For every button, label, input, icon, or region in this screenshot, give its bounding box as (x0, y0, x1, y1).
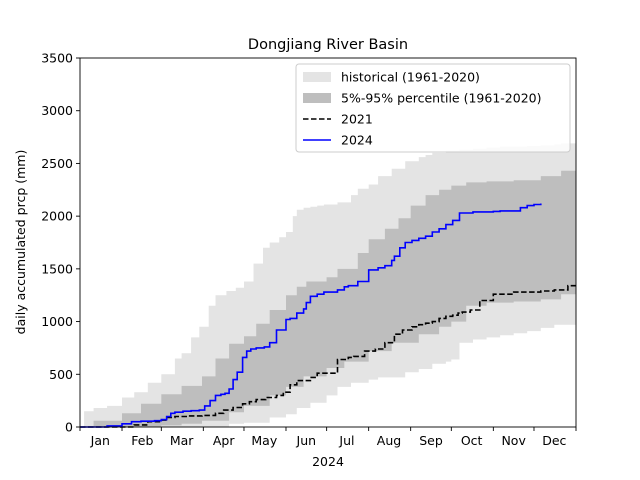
x-tick-label: Feb (131, 433, 153, 448)
series-line-2021 (80, 284, 576, 428)
chart-title: Dongjiang River Basin (248, 37, 408, 53)
legend-label: 2024 (341, 133, 373, 148)
y-tick-label: 500 (49, 367, 73, 382)
legend-label: historical (1961-2020) (341, 70, 480, 85)
percentile-5-95-band (80, 169, 576, 428)
legend-label: 2021 (341, 112, 373, 127)
y-tick-label: 3500 (41, 51, 73, 66)
y-tick-label: 3000 (41, 103, 73, 118)
y-tick-label: 2500 (41, 156, 73, 171)
y-tick-label: 0 (65, 420, 73, 435)
x-tick-label: Apr (213, 433, 235, 448)
x-tick-label: Aug (377, 433, 401, 448)
legend-swatch (303, 72, 331, 82)
x-tick-label: May (251, 433, 277, 448)
y-tick-label: 1500 (41, 261, 73, 276)
x-tick-label: Jun (296, 433, 317, 448)
x-axis-label: 2024 (312, 454, 344, 469)
legend-swatch (303, 93, 331, 103)
legend-label: 5%-95% percentile (1961-2020) (341, 91, 541, 106)
y-tick-label: 1000 (41, 314, 73, 329)
series-line-2024 (80, 203, 542, 428)
x-tick-label: Jan (90, 433, 110, 448)
plot-frame (79, 57, 577, 428)
x-tick-label: Oct (461, 433, 483, 448)
legend: historical (1961-2020) 5%-95% percentile … (295, 63, 571, 153)
x-tick-label: Sep (419, 433, 443, 448)
x-tick-label: Mar (170, 433, 194, 448)
axes: 0 500 1000 1500 2000 2500 3000 3500 Jan Feb Mar Apr… (41, 51, 577, 448)
x-tick-label: Dec (542, 433, 566, 448)
y-axis-label: daily accumulated prcp (mm) (13, 150, 28, 335)
y-tick-label: 2000 (41, 209, 73, 224)
x-tick-label: Jul (338, 433, 354, 448)
plot-area (80, 142, 576, 428)
x-tick-label: Nov (501, 433, 526, 448)
legend-box (295, 63, 571, 153)
